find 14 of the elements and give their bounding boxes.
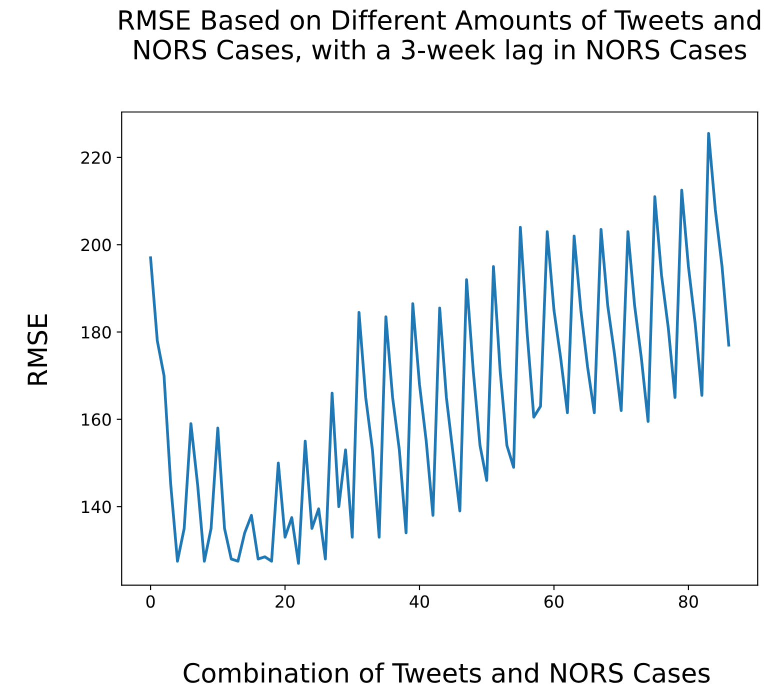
x-axis-title: Combination of Tweets and NORS Cases bbox=[184, 662, 710, 683]
y-tick-label: 200 bbox=[81, 238, 111, 252]
x-tick-label: 80 bbox=[678, 595, 698, 608]
chart-title: RMSE Based on Different Amounts of Tweets and NORS Cases, with a 3-week lag in NORS Cases bbox=[119, 10, 760, 65]
line-series bbox=[149, 132, 730, 565]
y-tick-label: 140 bbox=[82, 500, 111, 514]
y-axis-title: RMSE bbox=[27, 314, 48, 385]
x-tick-label: 0 bbox=[146, 595, 155, 608]
x-tick-label: 60 bbox=[544, 595, 564, 608]
x-tick-label: 20 bbox=[276, 595, 295, 608]
y-tick-label: 160 bbox=[82, 413, 111, 426]
y-tick-label: 180 bbox=[82, 326, 111, 339]
y-tick-label: 220 bbox=[81, 151, 111, 164]
x-tick-label: 40 bbox=[410, 595, 429, 608]
